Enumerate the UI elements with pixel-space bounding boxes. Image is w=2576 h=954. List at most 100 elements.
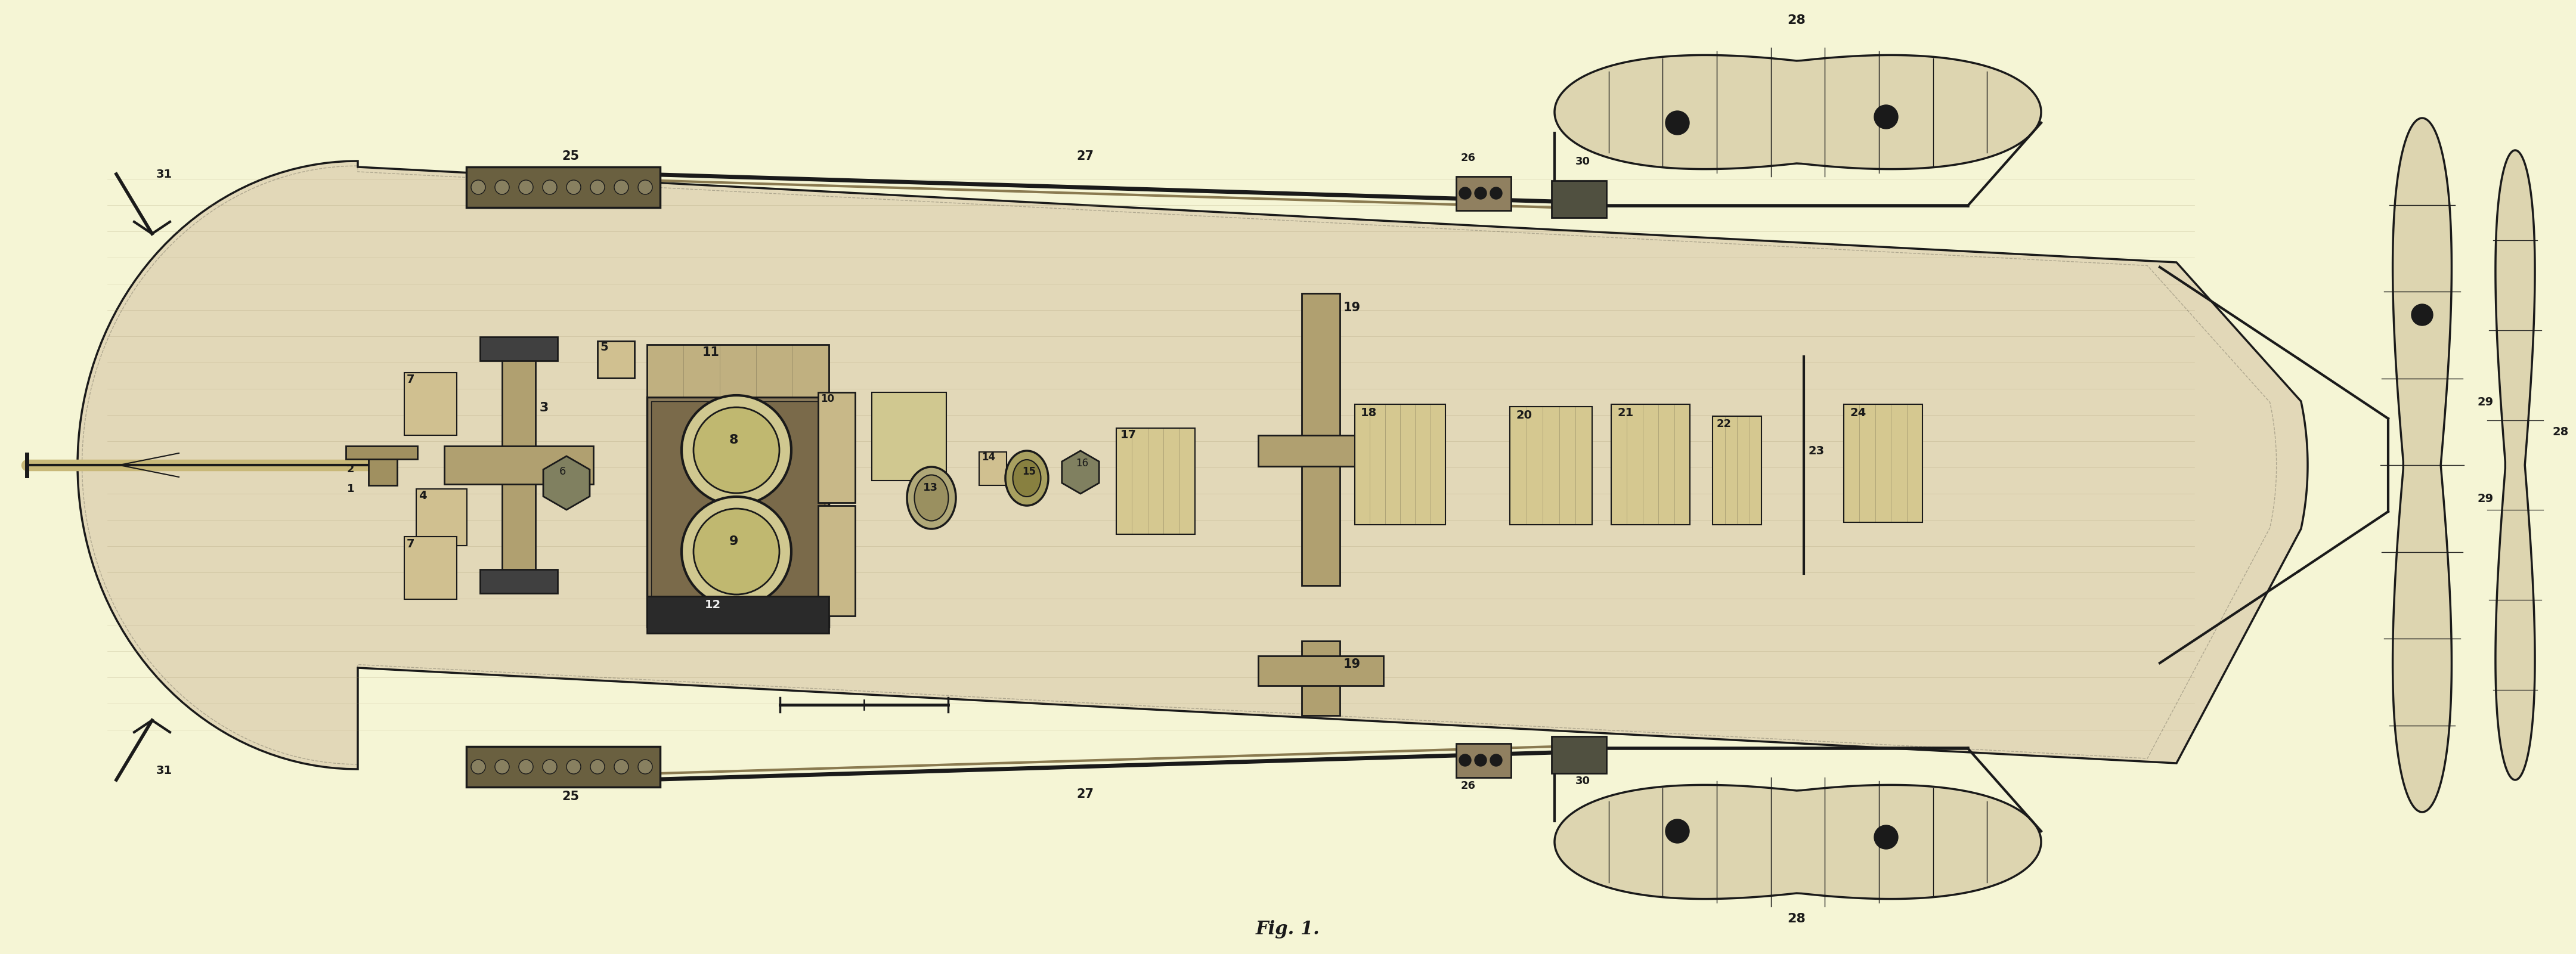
Circle shape	[590, 180, 605, 195]
Circle shape	[471, 759, 484, 774]
Bar	[1610, 404, 1690, 525]
Text: 30: 30	[1577, 776, 1589, 786]
Text: 7: 7	[407, 538, 415, 550]
Circle shape	[544, 759, 556, 774]
Polygon shape	[77, 161, 2308, 769]
Circle shape	[613, 180, 629, 195]
Bar	[652, 402, 824, 622]
Text: 17: 17	[1121, 429, 1136, 441]
Bar	[1844, 404, 1922, 523]
Text: 7: 7	[407, 374, 415, 385]
Text: 5: 5	[600, 342, 608, 353]
Ellipse shape	[907, 467, 956, 529]
Bar	[1115, 428, 1195, 534]
Text: 3: 3	[538, 402, 549, 414]
Bar	[871, 392, 945, 481]
Circle shape	[1458, 187, 1471, 199]
Bar	[1257, 435, 1383, 467]
Bar	[404, 373, 456, 435]
Text: 21: 21	[1618, 407, 1633, 419]
Bar	[1257, 656, 1383, 686]
Circle shape	[1875, 105, 1899, 129]
Text: 31: 31	[157, 169, 173, 180]
Polygon shape	[544, 456, 590, 509]
Circle shape	[1473, 755, 1486, 766]
Text: 12: 12	[706, 599, 721, 611]
Text: 24: 24	[1850, 407, 1865, 419]
Text: 16: 16	[1077, 458, 1087, 468]
Text: Fig. 1.: Fig. 1.	[1257, 920, 1319, 938]
Circle shape	[639, 759, 652, 774]
Circle shape	[544, 180, 556, 195]
Bar	[345, 446, 417, 459]
Circle shape	[1667, 111, 1690, 135]
Bar	[368, 448, 397, 486]
Text: 28: 28	[1788, 913, 1806, 924]
Circle shape	[1489, 755, 1502, 766]
Bar	[1301, 294, 1340, 443]
Circle shape	[683, 497, 791, 607]
Bar	[1510, 406, 1592, 525]
Text: 23: 23	[1808, 446, 1824, 457]
Text: 28: 28	[1788, 14, 1806, 26]
Ellipse shape	[1012, 460, 1041, 497]
Text: 25: 25	[562, 150, 580, 162]
Polygon shape	[2496, 151, 2535, 779]
Circle shape	[1458, 755, 1471, 766]
Polygon shape	[1061, 451, 1100, 494]
Text: 8: 8	[729, 434, 739, 446]
Text: 19: 19	[1345, 301, 1360, 314]
Ellipse shape	[1005, 451, 1048, 506]
Text: 4: 4	[417, 490, 428, 502]
Bar	[1713, 416, 1762, 525]
Circle shape	[518, 759, 533, 774]
Circle shape	[693, 508, 781, 594]
Ellipse shape	[914, 475, 948, 521]
Text: 29: 29	[2478, 493, 2494, 505]
Circle shape	[683, 395, 791, 505]
Bar	[1455, 176, 1512, 211]
Polygon shape	[2393, 118, 2452, 812]
Text: 1: 1	[348, 484, 355, 494]
Text: 31: 31	[157, 765, 173, 777]
Circle shape	[590, 759, 605, 774]
Circle shape	[495, 759, 510, 774]
Text: 22: 22	[1716, 419, 1731, 429]
Bar	[443, 446, 592, 485]
Text: 14: 14	[981, 452, 994, 463]
Text: 19: 19	[1345, 658, 1360, 670]
Circle shape	[471, 180, 484, 195]
Bar	[647, 344, 829, 397]
Bar	[466, 746, 659, 787]
Bar	[819, 392, 855, 503]
Text: 25: 25	[562, 791, 580, 802]
Circle shape	[613, 759, 629, 774]
Bar	[1301, 467, 1340, 586]
Text: 26: 26	[1461, 780, 1476, 791]
Bar	[404, 536, 456, 599]
Circle shape	[518, 180, 533, 195]
Bar	[417, 488, 466, 546]
Text: 30: 30	[1577, 156, 1589, 167]
Circle shape	[1473, 187, 1486, 199]
Text: 15: 15	[1023, 467, 1036, 477]
Bar	[647, 397, 829, 627]
Bar	[466, 167, 659, 208]
Text: 9: 9	[729, 535, 739, 548]
Text: 26: 26	[1461, 153, 1476, 163]
Bar	[979, 452, 1007, 486]
Bar	[1301, 641, 1340, 715]
Text: 13: 13	[922, 483, 938, 493]
Circle shape	[2411, 304, 2432, 325]
Text: 27: 27	[1077, 788, 1095, 800]
Text: 6: 6	[559, 467, 567, 477]
Bar	[502, 349, 536, 581]
Bar	[819, 506, 855, 616]
Text: 18: 18	[1360, 407, 1378, 419]
Text: 10: 10	[822, 393, 835, 404]
Circle shape	[639, 180, 652, 195]
Polygon shape	[1553, 55, 2040, 169]
Bar	[479, 337, 556, 361]
Circle shape	[495, 180, 510, 195]
Bar	[1551, 736, 1607, 774]
